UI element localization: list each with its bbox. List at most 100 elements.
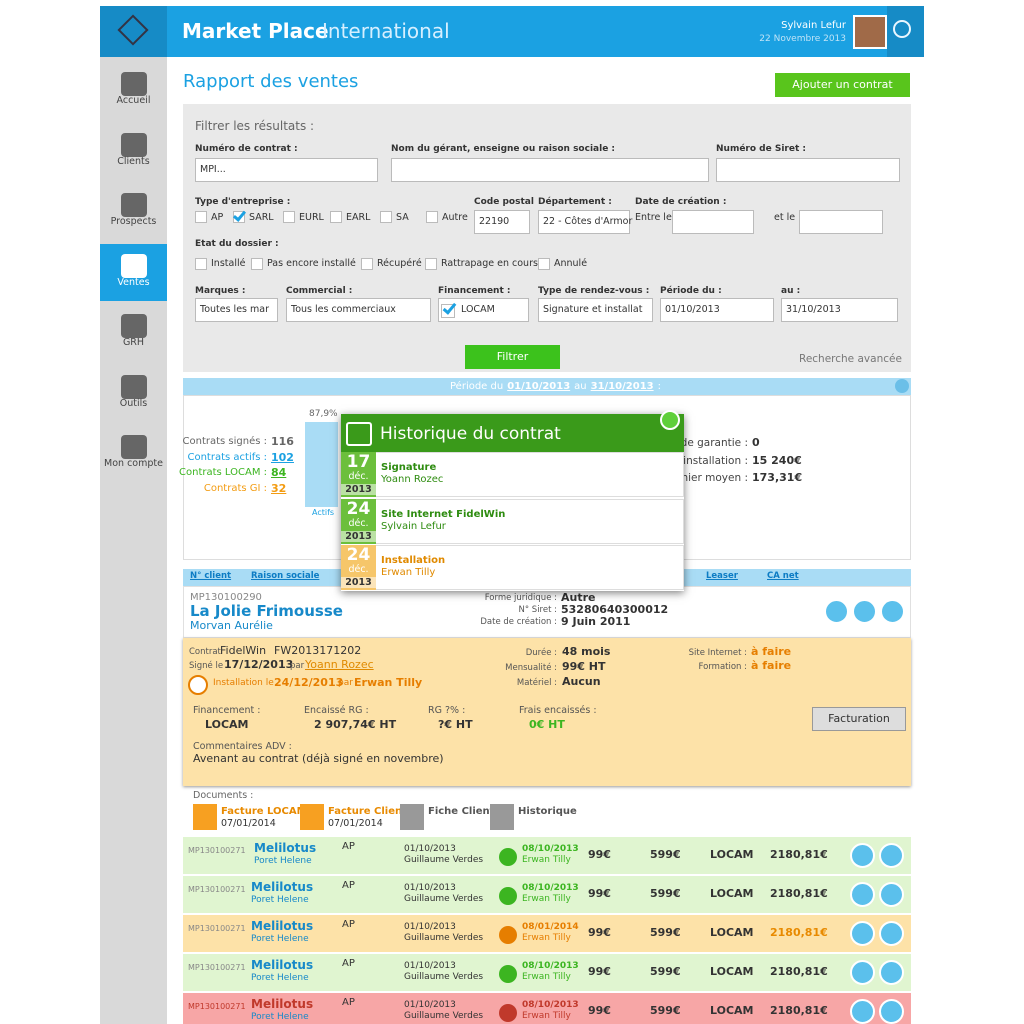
- input-value[interactable]: Toutes les mar: [200, 304, 269, 315]
- action-button[interactable]: [824, 599, 849, 624]
- row-name[interactable]: Melilotus: [251, 958, 314, 972]
- sidebar-label[interactable]: Outils: [119, 397, 148, 409]
- sidebar-icon[interactable]: [121, 193, 147, 217]
- document-icon[interactable]: [300, 804, 324, 830]
- document-icon[interactable]: [193, 804, 217, 830]
- add-button[interactable]: [850, 921, 875, 946]
- checkbox[interactable]: [195, 258, 207, 270]
- input-value[interactable]: LOCAM: [461, 304, 495, 315]
- edit-button[interactable]: [879, 882, 904, 907]
- checkbox[interactable]: [441, 304, 455, 318]
- filter-label: Commercial :: [286, 286, 353, 296]
- row-name[interactable]: Melilotus: [251, 880, 314, 894]
- document-name[interactable]: Fiche Client: [428, 806, 495, 817]
- input[interactable]: [391, 158, 709, 182]
- type-option[interactable]: AP: [211, 212, 224, 223]
- signed-by[interactable]: Yoann Rozec: [305, 658, 374, 671]
- input[interactable]: [195, 298, 278, 322]
- column-header[interactable]: Leaser: [706, 571, 738, 581]
- checkbox[interactable]: [251, 258, 263, 270]
- popup-title: Historique du contrat: [380, 424, 561, 444]
- sidebar-icon[interactable]: [121, 72, 147, 96]
- input[interactable]: [672, 210, 754, 234]
- input[interactable]: [660, 298, 774, 322]
- sidebar-icon[interactable]: [121, 314, 147, 338]
- input[interactable]: [799, 210, 883, 234]
- add-button[interactable]: [850, 960, 875, 985]
- edit-button[interactable]: [879, 999, 904, 1024]
- period-text: 01/10/2013: [507, 381, 571, 392]
- add-button[interactable]: [850, 882, 875, 907]
- stat-value: 116: [271, 435, 294, 448]
- sidebar-label[interactable]: GRH: [122, 337, 145, 348]
- checkbox[interactable]: [361, 258, 373, 270]
- edit-button[interactable]: [879, 921, 904, 946]
- input-value[interactable]: Tous les commerciaux: [291, 304, 396, 315]
- action-button[interactable]: [880, 599, 905, 624]
- input-value[interactable]: 22190: [479, 216, 510, 227]
- checkbox[interactable]: [330, 211, 342, 223]
- input-value[interactable]: 31/10/2013: [786, 304, 841, 315]
- type-option[interactable]: EARL: [346, 212, 371, 223]
- checkbox[interactable]: [538, 258, 550, 270]
- document-icon[interactable]: [490, 804, 514, 830]
- sidebar-icon[interactable]: [121, 132, 147, 157]
- row-name[interactable]: Melilotus: [251, 919, 314, 933]
- input[interactable]: [538, 298, 653, 322]
- input[interactable]: [538, 210, 630, 234]
- filter-button[interactable]: Filtrer: [465, 345, 560, 369]
- sidebar-label[interactable]: Mon compte: [104, 458, 163, 469]
- sidebar-label[interactable]: Accueil: [116, 95, 151, 106]
- input[interactable]: [286, 298, 431, 322]
- state-option[interactable]: Rattrapage en cours: [441, 258, 538, 269]
- row-name[interactable]: Melilotus: [254, 841, 317, 855]
- add-button[interactable]: [850, 843, 875, 868]
- input-value[interactable]: 01/10/2013: [665, 304, 720, 315]
- type-option[interactable]: SARL: [249, 212, 274, 223]
- document-name[interactable]: Facture LOCAM: [221, 806, 307, 817]
- input[interactable]: [474, 210, 530, 234]
- todo-label: Site Internet :: [688, 648, 747, 658]
- close-button[interactable]: [660, 410, 680, 430]
- input-value[interactable]: MPI...: [200, 164, 226, 175]
- checkbox[interactable]: [233, 211, 245, 223]
- input[interactable]: [195, 158, 378, 182]
- document-name[interactable]: Historique: [518, 806, 577, 817]
- billing-button[interactable]: Facturation: [812, 707, 906, 731]
- column-header[interactable]: CA net: [767, 571, 799, 581]
- type-option[interactable]: EURL: [299, 212, 324, 223]
- checkbox[interactable]: [426, 211, 438, 223]
- edit-button[interactable]: [879, 960, 904, 985]
- input[interactable]: [716, 158, 900, 182]
- state-option[interactable]: Récupéré: [377, 258, 422, 269]
- checkbox[interactable]: [425, 258, 437, 270]
- sidebar-icon[interactable]: [121, 253, 147, 278]
- edit-button[interactable]: [879, 843, 904, 868]
- add-button[interactable]: [850, 999, 875, 1024]
- sidebar-label[interactable]: Ventes: [117, 276, 150, 288]
- action-button[interactable]: [852, 599, 877, 624]
- type-option[interactable]: SA: [396, 212, 409, 223]
- sidebar-label[interactable]: Prospects: [110, 216, 157, 227]
- checkbox[interactable]: [195, 211, 207, 223]
- sidebar-label[interactable]: Clients: [117, 155, 150, 167]
- checkbox[interactable]: [380, 211, 392, 223]
- checkbox[interactable]: [283, 211, 295, 223]
- row-name[interactable]: Melilotus: [251, 997, 314, 1011]
- column-header[interactable]: Raison sociale: [251, 571, 320, 581]
- input-value[interactable]: 22 - Côtes d'Armor: [543, 216, 633, 227]
- type-option[interactable]: Autre: [442, 212, 468, 223]
- column-header[interactable]: N° client: [190, 571, 232, 581]
- state-option[interactable]: Installé: [211, 258, 246, 269]
- document-icon[interactable]: [400, 804, 424, 830]
- document-name[interactable]: Facture Client: [328, 806, 407, 817]
- collapse-button[interactable]: [895, 379, 909, 393]
- add-contract-button[interactable]: Ajouter un contrat: [775, 73, 910, 97]
- input[interactable]: [781, 298, 898, 322]
- sidebar-icon[interactable]: [121, 435, 147, 459]
- advanced-search[interactable]: Recherche avancée: [799, 353, 902, 365]
- sidebar-icon[interactable]: [121, 374, 147, 399]
- state-option[interactable]: Annulé: [554, 258, 588, 269]
- state-option[interactable]: Pas encore installé: [267, 258, 356, 269]
- input-value[interactable]: Signature et installat: [543, 304, 643, 315]
